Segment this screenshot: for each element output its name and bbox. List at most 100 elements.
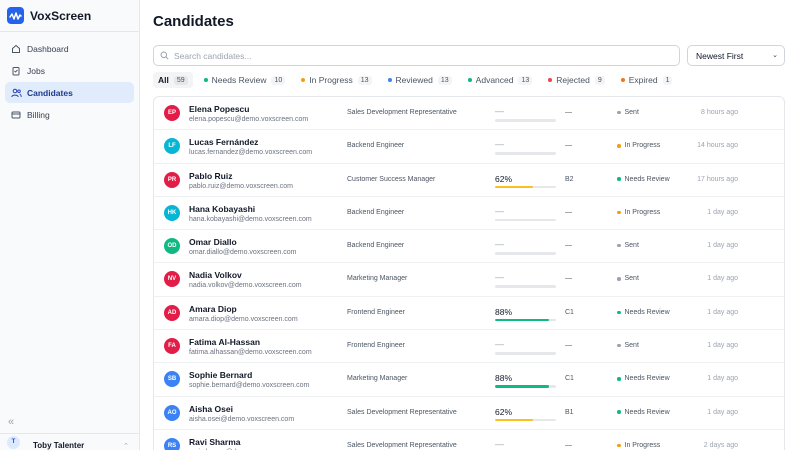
- table-row[interactable]: EP Elena Popescu elena.popescu@demo.voxscr…: [154, 97, 784, 131]
- avatar: FA: [164, 338, 180, 355]
- sidebar-item-candidates[interactable]: Candidates: [5, 82, 134, 103]
- language-level: —: [565, 441, 572, 449]
- filter-count: 13: [357, 75, 372, 85]
- timestamp: 1 day ago: [707, 342, 738, 350]
- score-bar: [495, 218, 556, 222]
- score-value: —: [495, 139, 504, 150]
- status-badge: Needs Review: [617, 375, 670, 382]
- filter-tab-rejected[interactable]: Rejected 9: [543, 72, 609, 88]
- status-dot-icon: [620, 78, 625, 82]
- sidebar-item-label: Billing: [27, 109, 50, 120]
- status-dot-icon: [617, 343, 621, 348]
- score-value: —: [495, 239, 504, 250]
- score-value: 62%: [495, 173, 513, 184]
- filter-label: Expired: [628, 75, 658, 85]
- avatar: AO: [164, 404, 180, 421]
- table-row[interactable]: RS Ravi Sharma ravi.sharma@demo.voxscreen.…: [154, 430, 784, 450]
- user-menu[interactable]: T Toby Talenter ⌃: [0, 433, 139, 450]
- filter-tab-expired[interactable]: Expired 1: [616, 72, 678, 88]
- status-dot-icon: [617, 443, 621, 448]
- table-row[interactable]: HK Hana Kobayashi hana.kobayashi@demo.voxs…: [154, 197, 784, 231]
- filter-tab-in-progress[interactable]: In Progress 13: [296, 72, 376, 88]
- status-badge: Sent: [617, 275, 639, 282]
- app-name: VoxScreen: [30, 8, 92, 23]
- home-icon: [10, 43, 22, 55]
- language-level: —: [565, 208, 572, 216]
- candidate-email: aisha.osei@demo.voxscreen.com: [189, 415, 295, 423]
- status-badge: In Progress: [617, 209, 660, 216]
- filter-tab-advanced[interactable]: Advanced 13: [463, 72, 538, 88]
- table-row[interactable]: PR Pablo Ruiz pablo.ruiz@demo.voxscreen.co…: [154, 164, 784, 197]
- filter-tab-reviewed[interactable]: Reviewed 13: [383, 72, 457, 88]
- table-row[interactable]: SB Sophie Bernard sophie.bernard@demo.voxs…: [154, 363, 784, 397]
- score-bar: [495, 185, 556, 189]
- score-bar: [495, 119, 556, 122]
- avatar: AD: [164, 304, 180, 321]
- filter-label: Rejected: [556, 75, 590, 85]
- timestamp: 8 hours ago: [701, 109, 738, 116]
- status-dot-icon: [617, 377, 621, 381]
- sidebar-item-label: Dashboard: [27, 43, 69, 54]
- candidate-email: nadia.volkov@demo.voxscreen.com: [189, 282, 302, 290]
- language-level: —: [565, 275, 572, 283]
- candidate-name: Lucas Fernández: [189, 137, 259, 148]
- chevron-down-icon: ⌄: [772, 52, 778, 59]
- status-dot-icon: [617, 310, 621, 315]
- score-bar: [495, 352, 556, 355]
- filter-tab-needs-review[interactable]: Needs Review 10: [199, 72, 291, 88]
- filter-label: Reviewed: [395, 75, 433, 85]
- candidate-role: Sales Development Representative: [347, 408, 457, 416]
- candidate-role: Backend Engineer: [347, 208, 405, 216]
- sort-selected-value: Newest First: [696, 50, 744, 61]
- candidate-email: fatima.alhassan@demo.voxscreen.com: [189, 349, 312, 357]
- avatar: LF: [164, 138, 180, 155]
- sidebar-item-billing[interactable]: Billing: [5, 104, 134, 125]
- timestamp: 1 day ago: [707, 408, 738, 416]
- brand[interactable]: VoxScreen: [0, 0, 139, 32]
- status-dot-icon: [617, 410, 621, 414]
- candidate-email: elena.popescu@demo.voxscreen.com: [189, 116, 309, 123]
- filter-tab-all[interactable]: All 59: [153, 72, 193, 88]
- score-value: 88%: [495, 373, 513, 384]
- table-row[interactable]: NV Nadia Volkov nadia.volkov@demo.voxscree…: [154, 263, 784, 297]
- sort-select[interactable]: Newest First ⌄: [687, 45, 785, 66]
- candidate-name: Omar Diallo: [189, 237, 237, 248]
- search-input[interactable]: [174, 50, 654, 61]
- sidebar-nav: Dashboard Jobs Candidates Billing: [0, 32, 139, 132]
- candidate-role: Backend Engineer: [347, 242, 405, 250]
- search-icon: [160, 47, 169, 65]
- sidebar-item-dashboard[interactable]: Dashboard: [5, 38, 134, 59]
- candidate-name: Amara Diop: [189, 303, 237, 314]
- language-level: B1: [565, 408, 574, 416]
- candidate-role: Marketing Manager: [347, 375, 408, 383]
- status-badge: Needs Review: [617, 409, 670, 416]
- language-level: B2: [565, 175, 574, 183]
- table-row[interactable]: AO Aisha Osei aisha.osei@demo.voxscreen.co…: [154, 397, 784, 430]
- status-dot-icon: [467, 78, 472, 82]
- timestamp: 1 day ago: [707, 308, 738, 316]
- table-row[interactable]: LF Lucas Fernández lucas.fernandez@demo.vo…: [154, 130, 784, 164]
- timestamp: 2 days ago: [703, 441, 738, 449]
- status-label: Sent: [624, 242, 639, 250]
- page-title: Candidates: [153, 13, 234, 30]
- status-label: In Progress: [624, 208, 661, 216]
- table-row[interactable]: OD Omar Diallo omar.diallo@demo.voxscreen.…: [154, 230, 784, 264]
- status-label: In Progress: [624, 142, 661, 150]
- sidebar-item-jobs[interactable]: Jobs: [5, 60, 134, 81]
- credit-card-icon: [10, 109, 22, 121]
- search-box[interactable]: [153, 45, 680, 66]
- score-value: —: [495, 438, 504, 449]
- double-chevron-left-icon[interactable]: «: [8, 416, 15, 428]
- language-level: —: [565, 109, 572, 116]
- table-row[interactable]: FA Fatima Al-Hassan fatima.alhassan@demo.v…: [154, 330, 784, 364]
- score-bar: [495, 285, 556, 288]
- status-label: In Progress: [624, 441, 661, 449]
- score-bar: [495, 385, 556, 388]
- candidate-email: omar.diallo@demo.voxscreen.com: [189, 249, 297, 257]
- score-bar: [495, 318, 556, 322]
- candidate-role: Backend Engineer: [347, 142, 405, 150]
- table-row[interactable]: AD Amara Diop amara.diop@demo.voxscreen.co…: [154, 297, 784, 331]
- status-label: Needs Review: [624, 375, 670, 383]
- candidate-role: Frontend Engineer: [347, 342, 405, 350]
- timestamp: 1 day ago: [707, 208, 738, 216]
